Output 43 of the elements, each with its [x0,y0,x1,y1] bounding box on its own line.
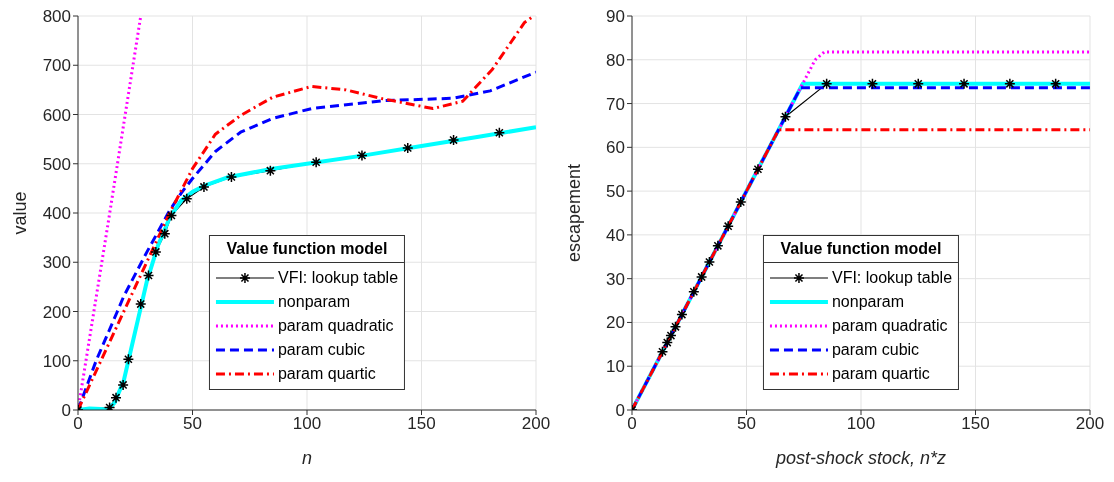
legend-label: param cubic [831,341,920,359]
y-tick-label: 50 [606,182,625,202]
x-tick-label: 150 [407,414,436,434]
y-tick-label: 600 [42,105,71,125]
legend-label: nonparam [831,293,905,311]
y-tick-label: 100 [42,351,71,371]
x-tick-label: 200 [521,414,551,434]
x-tick-label: 100 [292,414,322,434]
y-tick-label: 500 [42,154,71,174]
x-axis-title: n [301,448,313,468]
legend-label: nonparam [277,293,351,311]
x-axis-title: post-shock stock, n*z [774,448,947,468]
x-tick-label: 200 [1075,414,1105,434]
y-tick-label: 10 [606,357,625,377]
y-tick-label: 200 [42,302,71,322]
x-tick-label: 100 [846,414,876,434]
y-axis-title: escapement [564,163,585,263]
legend-label: param quadratic [277,317,394,335]
y-tick-label: 90 [606,7,625,27]
y-axis-title: value [10,191,31,235]
y-tick-label: 0 [615,401,625,421]
legend-label: param quadratic [831,317,948,335]
y-tick-label: 60 [606,138,625,158]
legend-label: VFI: lookup table [277,269,399,287]
x-tick-label: 50 [737,414,756,434]
legend-title: Value function model [209,236,405,263]
legend-label: param cubic [277,341,366,359]
legend-title: Value function model [763,236,959,263]
y-tick-label: 80 [606,50,625,70]
y-tick-label: 400 [42,204,71,224]
x-tick-label: 50 [183,414,202,434]
y-tick-label: 800 [42,7,71,27]
legend-label: param quartic [831,365,930,383]
y-tick-label: 700 [42,56,71,76]
y-tick-label: 40 [606,225,625,245]
y-tick-label: 0 [61,401,71,421]
legend-label: param quartic [277,365,376,383]
y-tick-label: 20 [606,313,625,333]
y-tick-label: 30 [606,269,625,289]
y-tick-label: 70 [606,94,625,114]
y-tick-label: 300 [42,253,71,273]
x-tick-label: 150 [961,414,990,434]
legend-label: VFI: lookup table [831,269,953,287]
